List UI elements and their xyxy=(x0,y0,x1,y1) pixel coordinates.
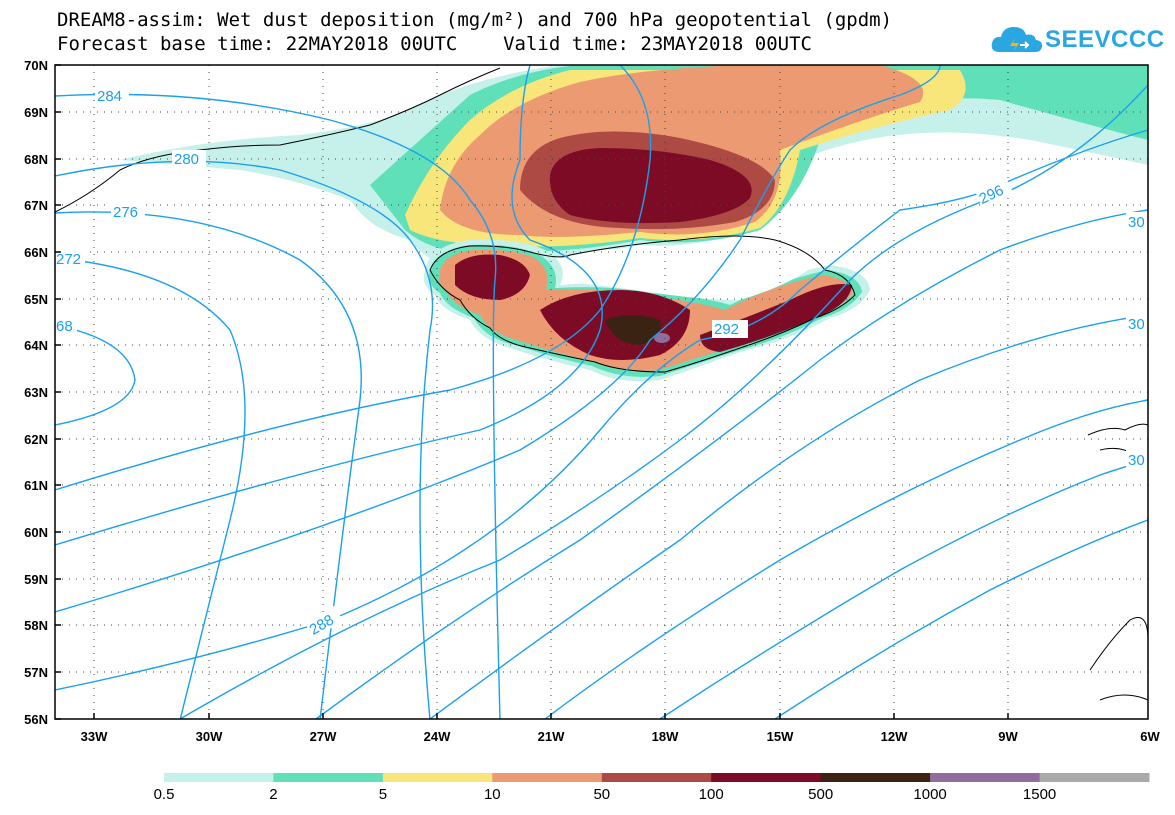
map-title: DREAM8-assim: Wet dust deposition (mg/m²… xyxy=(57,9,893,31)
map-area: 284 280 276 272 68 288 292 296 30 30 30 xyxy=(55,65,1148,719)
contour-290 xyxy=(55,65,941,613)
contour-302 xyxy=(659,459,1148,719)
iceland-coastline xyxy=(429,235,856,373)
lat-label: 66N xyxy=(24,245,48,260)
lat-label: 56N xyxy=(24,712,48,727)
lon-label: 15W xyxy=(767,729,794,744)
lat-label: 60N xyxy=(24,525,48,540)
lat-label: 58N xyxy=(24,618,48,633)
colorbar-swatch xyxy=(820,773,931,782)
colorbar-label: 100 xyxy=(698,786,724,803)
seevccc-logo: SEEVCCC xyxy=(990,22,1164,58)
contour-288 xyxy=(55,65,652,491)
contour-286 xyxy=(55,65,603,546)
lat-label: 67N xyxy=(24,198,48,213)
lon-label: 12W xyxy=(881,729,908,744)
colorbar-swatch xyxy=(492,773,603,782)
colorbar-label: 500 xyxy=(808,786,834,803)
contour-304 xyxy=(774,519,1148,719)
contour-label: 280 xyxy=(174,151,199,168)
colorbar-swatch xyxy=(711,773,822,782)
contour-label: 272 xyxy=(56,251,81,268)
lat-label: 70N xyxy=(24,58,48,73)
contour-label: 292 xyxy=(714,321,739,338)
lat-label: 63N xyxy=(24,385,48,400)
lon-label: 9W xyxy=(998,729,1018,744)
contour-272 xyxy=(55,257,246,719)
colorbar-label: 0.5 xyxy=(153,786,175,803)
contour-284 xyxy=(55,93,501,719)
north-deposition-plume xyxy=(120,65,1148,267)
cloud-icon xyxy=(991,27,1043,52)
colorbar-label: 1000 xyxy=(913,786,947,803)
lat-label: 68N xyxy=(24,152,48,167)
colorbar-swatch xyxy=(601,773,712,782)
lat-label: 64N xyxy=(24,338,48,353)
lon-axis: 33W 30W 27W 24W 21W 18W 15W 12W 9W 6W xyxy=(81,713,1160,744)
contour-296 xyxy=(315,209,1148,719)
colorbar-swatch xyxy=(930,773,1040,782)
lon-label: 18W xyxy=(652,729,679,744)
contour-276 xyxy=(55,211,362,719)
colorbar-label: 2 xyxy=(269,786,278,803)
colorbar-label: 5 xyxy=(378,786,388,803)
contour-label: 276 xyxy=(113,204,138,221)
lon-label: 21W xyxy=(538,729,565,744)
colorbar-label: 1500 xyxy=(1022,786,1057,803)
contour-labels: 284 280 276 272 68 288 292 296 30 30 30 xyxy=(55,87,1148,639)
colorbar-label: 10 xyxy=(483,786,501,803)
lat-axis: 70N 69N 68N 67N 66N 65N 64N 63N 62N 61N … xyxy=(24,58,61,727)
lat-label: 59N xyxy=(24,572,48,587)
colorbar-swatch xyxy=(164,773,274,782)
colorbar-swatch xyxy=(1039,773,1150,782)
lon-label: 27W xyxy=(310,729,337,744)
contour-label: 30 xyxy=(1128,214,1145,231)
coastlines xyxy=(55,67,1148,701)
contour-268 xyxy=(55,324,136,426)
contour-label: 284 xyxy=(97,88,122,105)
contour-label: 30 xyxy=(1128,316,1145,333)
lon-label: 6W xyxy=(1140,729,1160,744)
colorbar-label: 50 xyxy=(593,786,611,803)
scotland-coastline xyxy=(1089,617,1148,701)
lon-label: 24W xyxy=(424,729,451,744)
lon-label: 30W xyxy=(196,729,223,744)
lon-label: 33W xyxy=(81,729,108,744)
logo-text: SEEVCCC xyxy=(1045,26,1165,53)
contour-label: 30 xyxy=(1128,452,1145,469)
contour-label: 68 xyxy=(56,318,73,335)
colorbar xyxy=(164,773,1150,782)
map-subtitle: Forecast base time: 22MAY2018 00UTC Vali… xyxy=(57,33,812,55)
colorbar-swatch xyxy=(382,773,493,782)
colorbar-swatch xyxy=(273,773,384,782)
lat-label: 69N xyxy=(24,105,48,120)
contour-300 xyxy=(544,399,1148,719)
contour-298 xyxy=(429,314,1148,719)
lat-label: 61N xyxy=(24,478,48,493)
lat-label: 57N xyxy=(24,665,48,680)
lat-label: 65N xyxy=(24,292,48,307)
greenland-coastline xyxy=(55,67,501,213)
lat-label: 62N xyxy=(24,432,48,447)
